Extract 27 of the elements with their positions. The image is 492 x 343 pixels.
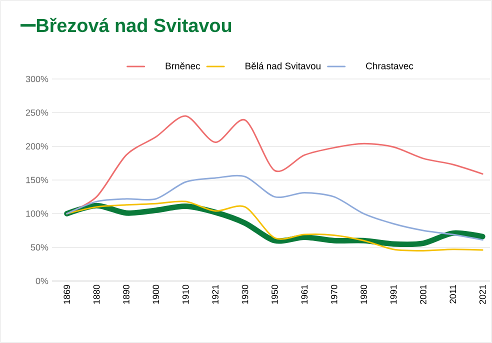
x-tick-label: 2011 (450, 284, 456, 304)
y-tick-label: 300% (26, 76, 48, 82)
y-tick-label: 50% (30, 244, 48, 251)
line-series (66, 174, 484, 241)
x-tick-label: 1961 (301, 284, 308, 304)
x-tick-label: 1890 (123, 284, 130, 304)
y-tick-label: 250% (26, 109, 48, 116)
y-tick-label: 0% (36, 278, 48, 284)
y-tick-label: 150% (26, 176, 48, 184)
x-tick-label: 2021 (479, 284, 486, 304)
x-tick-label: 1869 (64, 284, 70, 304)
x-tick-label: 1880 (93, 284, 100, 304)
x-tick-label: 1950 (272, 284, 278, 304)
x-tick-label: 1991 (390, 284, 397, 304)
chart-title: Březová nad Svitavou (36, 18, 232, 32)
y-tick-label: 100% (26, 210, 48, 217)
x-tick-label: 1980 (360, 284, 367, 304)
legend-label: Chrastavec (366, 62, 414, 70)
x-tick-label: 1921 (212, 284, 219, 304)
x-tick-label: 1900 (152, 284, 160, 304)
y-tick-label: 200% (26, 143, 48, 150)
legend-label: Brněnec (166, 62, 200, 70)
x-tick-label: 1930 (242, 284, 248, 304)
legend-label: Bělá nad Svitavou (246, 62, 320, 70)
x-tick-label: 2001 (420, 284, 426, 304)
x-tick-label: 1970 (330, 284, 338, 304)
x-tick-label: 1910 (182, 284, 189, 304)
